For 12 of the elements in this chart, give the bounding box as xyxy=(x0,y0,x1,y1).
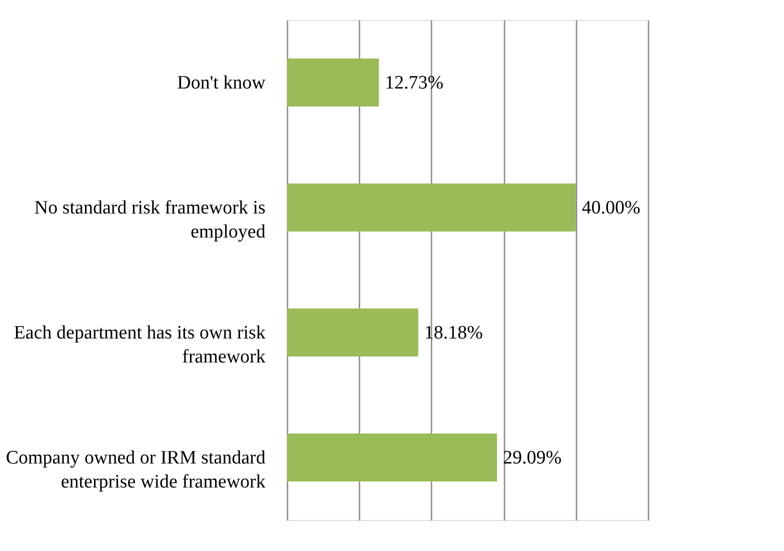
bar xyxy=(287,58,379,106)
data-label: 29.09% xyxy=(503,448,562,468)
bar xyxy=(287,308,418,356)
data-label: 12.73% xyxy=(384,72,444,94)
y-tick-label: Don't know xyxy=(177,72,266,94)
bar xyxy=(287,434,498,482)
bar xyxy=(287,184,576,232)
y-tick-label: No standard risk framework is employed xyxy=(34,198,266,242)
y-tick-label: Company owned or IRM standard enterprise wide framework xyxy=(6,448,266,492)
data-label: 40.00% xyxy=(582,198,641,218)
data-label: 18.18% xyxy=(424,322,484,344)
y-tick-label: Each department has its own risk framework xyxy=(14,322,266,368)
